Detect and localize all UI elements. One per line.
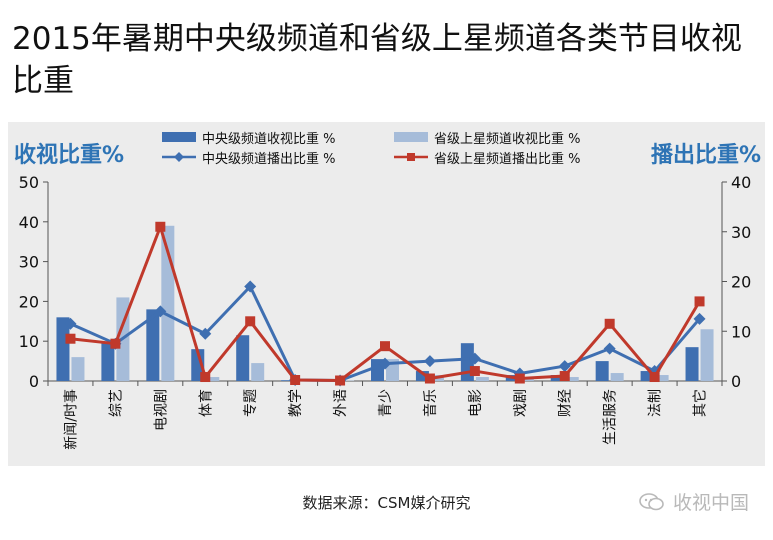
provincial-share-bar bbox=[700, 329, 714, 381]
provincial-broadcast-point bbox=[514, 373, 525, 384]
provincial-broadcast-point bbox=[424, 373, 435, 384]
x-tick-label: 综艺 bbox=[108, 389, 124, 417]
provincial-broadcast-point bbox=[649, 372, 660, 383]
left-y-tick-label: 40 bbox=[19, 213, 39, 232]
legend-item-central-share: 中央级频道收视比重 % bbox=[162, 128, 336, 147]
provincial-broadcast-point bbox=[694, 296, 705, 307]
left-y-tick-label: 50 bbox=[19, 173, 39, 192]
left-y-tick-label: 0 bbox=[29, 372, 39, 391]
central-broadcast-point bbox=[154, 305, 167, 318]
provincial-share-bar bbox=[655, 375, 669, 381]
central-share-bar bbox=[595, 361, 609, 381]
x-tick-label: 青少 bbox=[378, 389, 394, 417]
x-tick-label: 新闻/时事 bbox=[63, 389, 79, 450]
central-broadcast-point bbox=[199, 327, 212, 340]
left-y-tick-label: 10 bbox=[19, 332, 39, 351]
right-y-tick-label: 20 bbox=[731, 273, 751, 292]
provincial-broadcast-point bbox=[469, 366, 480, 377]
legend-item-provincial-broadcast: 省级上星频道播出比重 % bbox=[394, 148, 581, 167]
legend-item-provincial-share: 省级上星频道收视比重 % bbox=[394, 128, 581, 147]
x-tick-label: 其它 bbox=[692, 389, 709, 417]
x-tick-label: 外语 bbox=[333, 389, 349, 417]
x-tick-label: 财经 bbox=[558, 389, 574, 417]
legend-line-central-broadcast bbox=[162, 152, 196, 162]
left-y-tick-label: 30 bbox=[19, 253, 39, 272]
right-axis-title: 播出比重% bbox=[650, 143, 761, 168]
right-y-tick-label: 0 bbox=[731, 372, 741, 391]
provincial-share-bar bbox=[610, 373, 624, 381]
legend-label-provincial-share: 省级上星频道收视比重 % bbox=[434, 131, 581, 147]
central-share-bar bbox=[685, 347, 699, 381]
central-share-bar bbox=[56, 317, 70, 381]
central-broadcast-point bbox=[379, 357, 391, 370]
provincial-broadcast-point bbox=[290, 375, 301, 386]
central-broadcast-point bbox=[468, 352, 481, 365]
right-y-tick-label: 40 bbox=[731, 173, 751, 192]
x-tick-label: 专题 bbox=[243, 389, 259, 417]
provincial-broadcast-point bbox=[245, 316, 256, 327]
central-broadcast-point bbox=[558, 360, 571, 373]
chat-bubble-icon bbox=[639, 492, 664, 510]
central-share-bar bbox=[101, 343, 115, 381]
legend-item-central-broadcast: 中央级频道播出比重 % bbox=[162, 148, 336, 167]
provincial-share-bar bbox=[520, 379, 534, 381]
provincial-broadcast-point bbox=[65, 333, 76, 344]
right-y-tick-label: 30 bbox=[731, 223, 751, 242]
central-broadcast-point bbox=[244, 280, 257, 293]
right-y-tick-label: 10 bbox=[731, 322, 751, 341]
x-tick-label: 电影 bbox=[468, 389, 484, 417]
x-tick-label: 电视剧 bbox=[153, 389, 169, 431]
legend: 中央级频道收视比重 % 省级上星频道收视比重 % 中央级频道播出比重 % 省级上… bbox=[162, 126, 632, 167]
x-tick-label: 教学 bbox=[288, 389, 304, 417]
provincial-broadcast-point bbox=[604, 318, 615, 329]
central-broadcast-point bbox=[603, 342, 616, 355]
central-broadcast-point bbox=[693, 312, 706, 325]
central-broadcast-point bbox=[64, 317, 77, 330]
x-tick-label: 戏剧 bbox=[513, 389, 529, 417]
central-share-bar bbox=[415, 371, 429, 381]
central-share-bar bbox=[281, 380, 295, 381]
legend-label-central-broadcast: 中央级频道播出比重 % bbox=[202, 151, 336, 167]
x-tick-label: 法制 bbox=[648, 389, 664, 417]
left-axis-title: 收视比重% bbox=[14, 143, 125, 168]
central-broadcast-point bbox=[423, 355, 436, 368]
watermark-text: 收视中国 bbox=[672, 492, 749, 514]
legend-swatch-central-share bbox=[162, 132, 196, 142]
x-tick-label: 体育 bbox=[198, 389, 214, 417]
provincial-broadcast-point bbox=[200, 372, 211, 383]
legend-label-provincial-broadcast: 省级上星频道播出比重 % bbox=[434, 151, 581, 167]
legend-swatch-provincial-share bbox=[394, 132, 428, 142]
provincial-broadcast-point bbox=[559, 371, 570, 382]
provincial-share-bar bbox=[475, 377, 489, 381]
provincial-broadcast-point bbox=[155, 221, 166, 232]
x-tick-label: 生活服务 bbox=[603, 389, 619, 445]
central-share-bar bbox=[236, 335, 250, 381]
legend-line-provincial-broadcast bbox=[394, 153, 428, 161]
provincial-broadcast-point bbox=[335, 375, 346, 386]
page-title: 2015年暑期中央级频道和省级上星频道各类节目收视比重 bbox=[12, 21, 742, 99]
provincial-share-bar bbox=[206, 377, 220, 381]
provincial-broadcast-point bbox=[110, 338, 121, 349]
provincial-share-bar bbox=[71, 357, 85, 381]
source-note: 数据来源：CSM媒介研究 bbox=[302, 494, 471, 512]
central-share-bar bbox=[640, 371, 654, 381]
left-y-tick-label: 20 bbox=[19, 292, 39, 311]
legend-label-central-share: 中央级频道收视比重 % bbox=[202, 131, 336, 147]
provincial-share-bar bbox=[565, 377, 579, 381]
provincial-broadcast-point bbox=[380, 341, 390, 352]
central-share-bar bbox=[550, 375, 564, 381]
provincial-share-bar bbox=[251, 363, 265, 381]
central-share-bar bbox=[146, 309, 160, 381]
watermark: 收视中国 bbox=[639, 488, 749, 515]
x-tick-label: 音乐 bbox=[422, 389, 439, 417]
